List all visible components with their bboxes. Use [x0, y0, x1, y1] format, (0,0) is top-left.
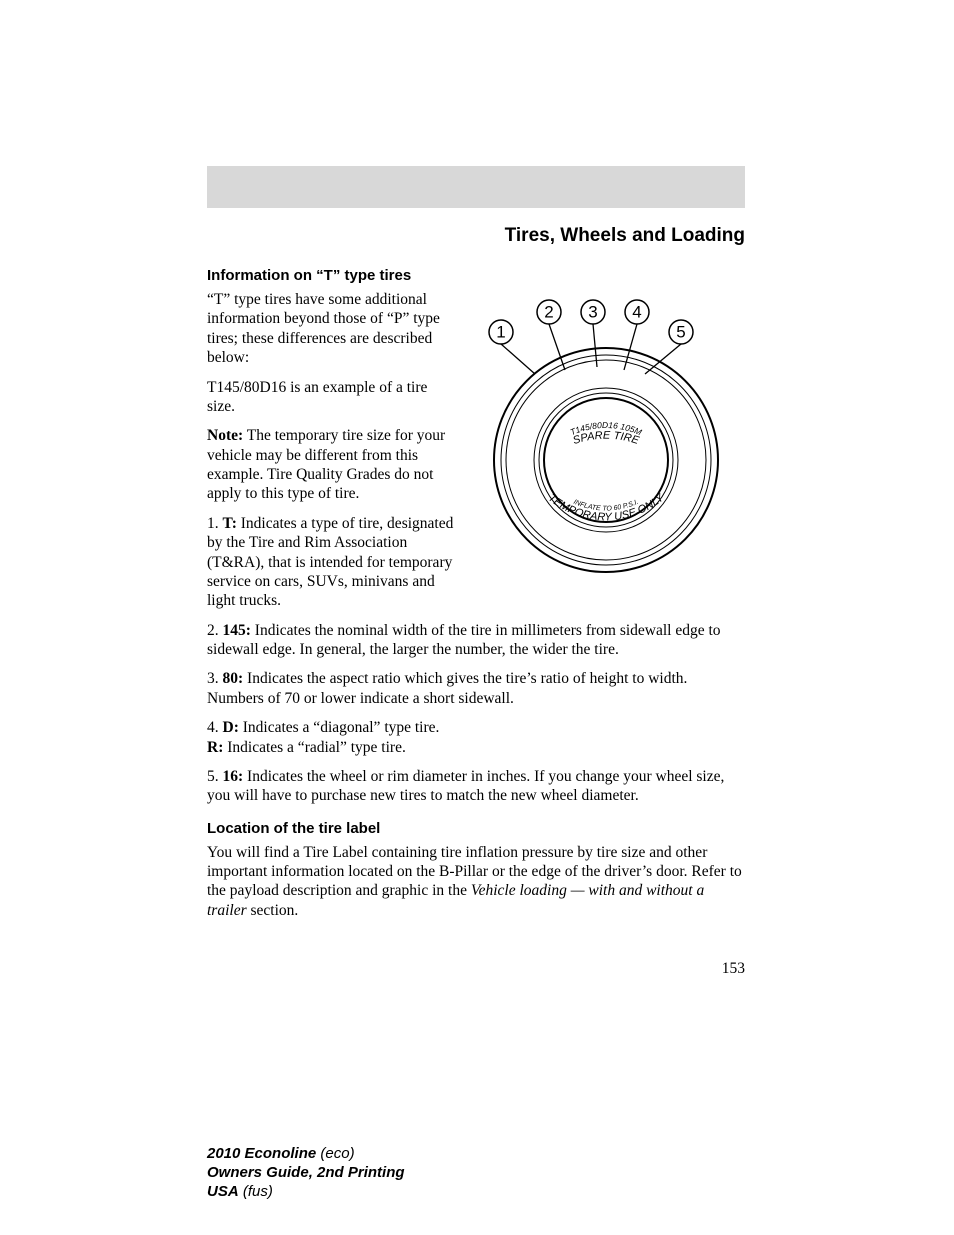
footer-model-code: (eco): [316, 1145, 354, 1162]
li2-text: Indicates the nominal width of the tire …: [207, 622, 721, 658]
callout-5: 5: [669, 320, 693, 344]
li1-text: Indicates a type of tire, designated by …: [207, 515, 453, 610]
li4b-label: R:: [207, 739, 223, 756]
li1-label: T:: [223, 515, 237, 532]
footer-guide: Owners Guide, 2nd Printing: [207, 1164, 405, 1181]
note-label: Note:: [207, 427, 243, 444]
svg-text:2: 2: [544, 303, 553, 322]
li2-label: 145:: [223, 622, 251, 639]
para-example: T145/80D16 is an example of a tire size.: [207, 378, 457, 417]
tire-diagram: 1 2 3 4 5 SPARE TIRE T145/80D16 105M: [471, 290, 741, 580]
li5-num: 5.: [207, 768, 223, 785]
li3-label: 80:: [223, 670, 244, 687]
li1-num: 1.: [207, 515, 223, 532]
page-number: 153: [207, 960, 745, 978]
li4-num: 4.: [207, 719, 223, 736]
page-title: Tires, Wheels and Loading: [207, 225, 745, 247]
li5-label: 16:: [223, 768, 244, 785]
list-item-5: 5. 16: Indicates the wheel or rim diamet…: [207, 767, 745, 806]
list-item-2: 2. 145: Indicates the nominal width of t…: [207, 621, 745, 660]
list-item-4: 4. D: Indicates a “diagonal” type tire. …: [207, 718, 745, 757]
footer-model: 2010 Econoline: [207, 1145, 316, 1162]
svg-text:3: 3: [588, 303, 597, 322]
li2-num: 2.: [207, 622, 223, 639]
callout-4: 4: [625, 300, 649, 324]
header-gray-bar: [207, 166, 745, 208]
li4b-text: Indicates a “radial” type tire.: [223, 739, 405, 756]
li4-text: Indicates a “diagonal” type tire.: [239, 719, 440, 736]
left-text-column: “T” type tires have some additional info…: [207, 290, 457, 621]
subheading-location: Location of the tire label: [207, 820, 745, 837]
footer-region: USA: [207, 1183, 239, 1200]
list-item-1: 1. T: Indicates a type of tire, designat…: [207, 514, 457, 611]
para-note: Note: The temporary tire size for your v…: [207, 426, 457, 504]
right-diagram-column: 1 2 3 4 5 SPARE TIRE T145/80D16 105M: [471, 290, 745, 585]
svg-text:5: 5: [676, 323, 685, 342]
callout-1: 1: [489, 320, 513, 344]
page-content: Tires, Wheels and Loading Information on…: [207, 225, 745, 978]
footer: 2010 Econoline (eco) Owners Guide, 2nd P…: [207, 1145, 405, 1201]
two-column-wrap: “T” type tires have some additional info…: [207, 290, 745, 621]
svg-text:1: 1: [496, 323, 505, 342]
li5-text: Indicates the wheel or rim diameter in i…: [207, 768, 724, 804]
svg-text:4: 4: [632, 303, 641, 322]
li3-num: 3.: [207, 670, 223, 687]
li3-text: Indicates the aspect ratio which gives t…: [207, 670, 687, 706]
subheading-t-type: Information on “T” type tires: [207, 267, 745, 284]
para-location: You will find a Tire Label containing ti…: [207, 843, 745, 921]
li4-label: D:: [223, 719, 239, 736]
list-item-3: 3. 80: Indicates the aspect ratio which …: [207, 669, 745, 708]
para-intro: “T” type tires have some additional info…: [207, 290, 457, 368]
footer-region-code: (fus): [239, 1183, 273, 1200]
callout-3: 3: [581, 300, 605, 324]
loc-text-end: section.: [247, 902, 299, 919]
callout-2: 2: [537, 300, 561, 324]
note-text: The temporary tire size for your vehicle…: [207, 427, 445, 502]
